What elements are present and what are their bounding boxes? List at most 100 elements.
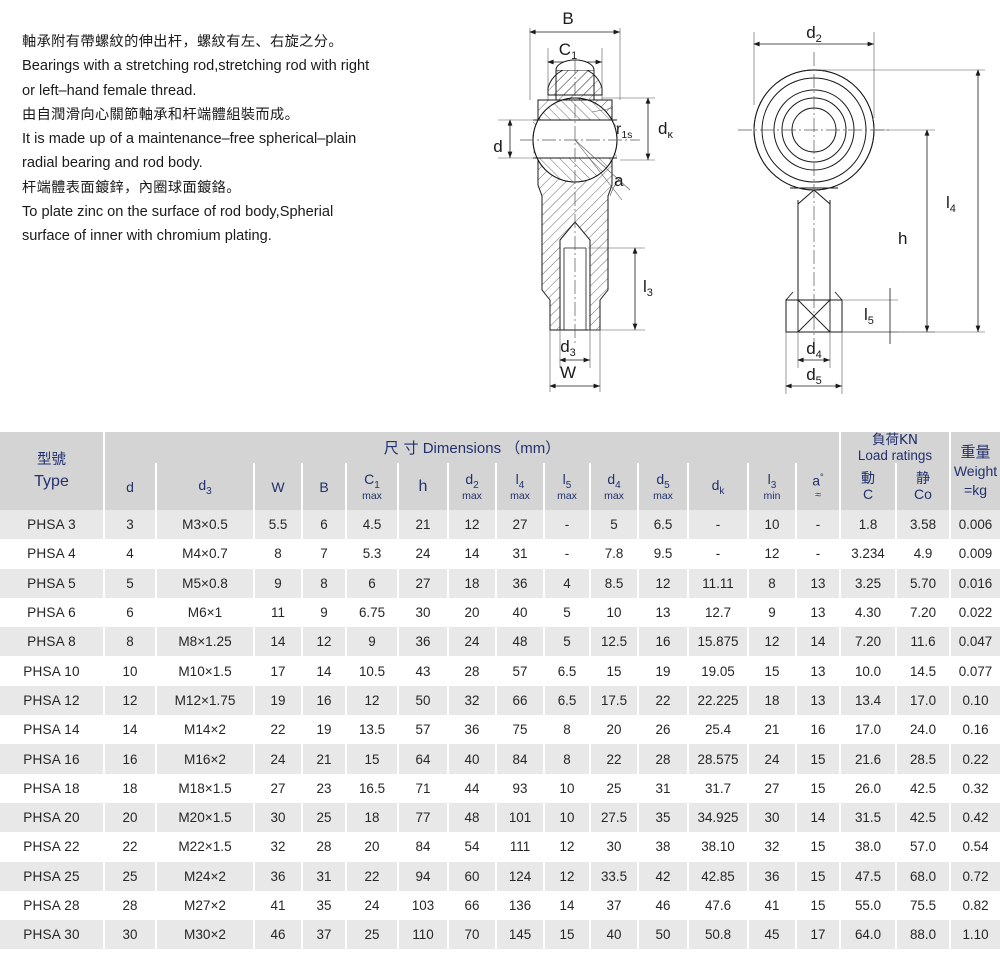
col-header-a: a° ≈ [795, 463, 840, 510]
cell-l5: - [543, 539, 590, 569]
cell-dk: 28.575 [687, 744, 748, 774]
cell-h: 24 [397, 539, 448, 569]
col-header-d2: d2 max [447, 463, 496, 510]
cell-d4: 37 [589, 890, 638, 921]
cell-C1: 12 [345, 685, 398, 716]
label-dk: dκ [658, 119, 673, 141]
cell-l3: 18 [747, 685, 796, 716]
cell-d2: 12 [447, 510, 496, 540]
cell-h: 64 [397, 744, 448, 774]
cell-l4: 48 [495, 627, 544, 657]
table-row: PHSA 16 16 M16×2 24 21 15 64 40 84 8 22 28 28.575 24 1… [0, 744, 1000, 774]
cell-h: 21 [397, 510, 448, 540]
cell-l4: 84 [495, 744, 544, 774]
desc-line-7: 杆端體表面鍍鋅，內圈球面鍍鉻。 [22, 179, 241, 196]
cell-d3: M4×0.7 [155, 539, 254, 569]
cell-l4: 75 [495, 715, 544, 745]
cell-B: 28 [301, 832, 346, 862]
table-row: PHSA 14 14 M14×2 22 19 13.5 57 36 75 8 20 26 25.4 21 1… [0, 715, 1000, 745]
header-type-en: Type [34, 473, 69, 490]
cell-C1: 24 [345, 890, 398, 921]
cell-h: 110 [397, 920, 448, 950]
cell-d: 30 [103, 920, 156, 950]
label-C1: C1 [559, 40, 577, 62]
table-row: PHSA 28 28 M27×2 41 35 24 103 66 136 14 37 46 47.6 41… [0, 890, 1000, 921]
label-r1s: r1s [616, 121, 632, 141]
cell-a: 14 [795, 627, 840, 657]
label-d4: d4 [806, 339, 822, 361]
cell-d2: 14 [447, 539, 496, 569]
cell-h: 43 [397, 656, 448, 686]
cell-l5: 6.5 [543, 656, 590, 686]
cell-W: 22 [253, 715, 302, 745]
header-group-dimensions: 尺 寸 Dimensions （mm） [103, 432, 840, 463]
cell-dk: 34.925 [687, 802, 748, 833]
cell-d3: M30×2 [155, 920, 254, 950]
cell-l3: 32 [747, 832, 796, 862]
cell-d2: 54 [447, 832, 496, 862]
cell-weight: 0.22 [949, 744, 1000, 774]
specification-table: 型號 Type 尺 寸 Dimensions （mm） 負荷KN Load ra… [0, 432, 1000, 950]
label-W: W [560, 363, 576, 382]
cell-h: 50 [397, 685, 448, 716]
cell-type: PHSA 12 [0, 685, 104, 716]
cell-l3: 36 [747, 861, 796, 891]
cell-type: PHSA 30 [0, 920, 104, 950]
cell-C: 3.25 [839, 568, 896, 598]
cell-type: PHSA 10 [0, 656, 104, 686]
cell-C: 64.0 [839, 920, 896, 950]
cell-d4: 22 [589, 744, 638, 774]
cell-weight: 0.10 [949, 685, 1000, 716]
col-header-l4: l4 max [495, 463, 544, 510]
cell-d3: M3×0.5 [155, 510, 254, 540]
cell-d4: 27.5 [589, 802, 638, 833]
col-header-dk: dk [687, 463, 748, 510]
desc-line-5: It is made up of a maintenance–free sphe… [22, 131, 357, 148]
specification-table-wrapper: 型號 Type 尺 寸 Dimensions （mm） 負荷KN Load ra… [0, 432, 1000, 950]
cell-W: 19 [253, 685, 302, 716]
desc-line-1: 軸承附有帶螺紋的伸出杆，螺紋有左、右旋之分。 [22, 34, 343, 50]
cell-C1: 18 [345, 802, 398, 833]
cell-l3: 30 [747, 802, 796, 833]
cell-d2: 66 [447, 890, 496, 921]
cell-C1: 16.5 [345, 773, 398, 803]
cell-B: 37 [301, 920, 346, 950]
cell-weight: 0.022 [949, 597, 1000, 628]
cell-C1: 5.3 [345, 539, 398, 569]
cell-l4: 111 [495, 832, 544, 862]
cell-weight: 0.32 [949, 773, 1000, 803]
cell-d: 14 [103, 715, 156, 745]
cell-type: PHSA 25 [0, 861, 104, 891]
cell-d4: 17.5 [589, 685, 638, 716]
cell-C: 10.0 [839, 656, 896, 686]
col-header-B: B [301, 463, 346, 510]
cell-Co: 3.58 [895, 510, 950, 540]
col-header-l5: l5 max [543, 463, 590, 510]
product-description: 軸承附有帶螺紋的伸出杆，螺紋有左、右旋之分。 Bearings with a s… [22, 30, 472, 249]
cell-W: 11 [253, 597, 302, 628]
cell-d: 18 [103, 773, 156, 803]
cell-l5: 8 [543, 715, 590, 745]
cell-h: 84 [397, 832, 448, 862]
cell-d: 22 [103, 832, 156, 862]
cell-W: 5.5 [253, 510, 302, 540]
cell-B: 12 [301, 627, 346, 657]
cell-a: 15 [795, 832, 840, 862]
cell-C1: 4.5 [345, 510, 398, 540]
label-l5: l5 [864, 305, 874, 327]
cell-d2: 32 [447, 685, 496, 716]
desc-line-3: or left–hand female thread. [22, 82, 197, 99]
cell-B: 9 [301, 597, 346, 628]
cell-Co: 42.5 [895, 773, 950, 803]
cell-d4: 8.5 [589, 568, 638, 598]
cell-d4: 10 [589, 597, 638, 628]
cell-W: 27 [253, 773, 302, 803]
cell-d5: 16 [637, 627, 688, 657]
cell-B: 23 [301, 773, 346, 803]
cell-C: 31.5 [839, 802, 896, 833]
cell-d5: 38 [637, 832, 688, 862]
desc-line-4: 由自潤滑向心關節軸承和杆端體組裝而成。 [22, 106, 300, 123]
cell-d5: 9.5 [637, 539, 688, 569]
label-h: h [898, 229, 907, 248]
